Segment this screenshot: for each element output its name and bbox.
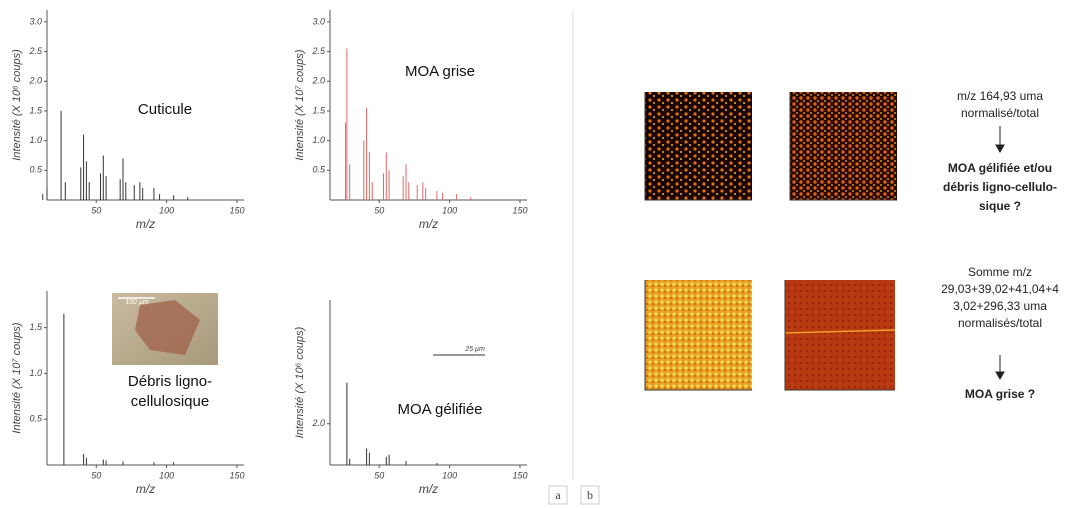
x-tick-label: 50 (374, 205, 384, 215)
chart-title: MOA gélifiée (397, 401, 483, 418)
panel-label: b (587, 488, 593, 502)
y-axis-label: Intensité (X 10⁶ coups) (11, 49, 23, 161)
map-description: normalisé/total (960, 106, 1040, 120)
y-tick-label: 2.5 (28, 46, 43, 56)
map-feature (784, 329, 896, 334)
chart-title: Débris ligno-cellulosique (127, 373, 213, 410)
y-tick-label: 2.5 (311, 46, 326, 56)
x-tick-label: 50 (374, 470, 384, 480)
x-tick-label: 100 (159, 205, 174, 215)
y-tick-label: 1.5 (29, 105, 43, 115)
y-tick-label: 1.5 (312, 105, 326, 115)
panel-label: a (555, 488, 561, 502)
map-description: m/z 164,93 uma (956, 89, 1044, 103)
x-tick-label: 150 (229, 205, 244, 215)
map-interpretation: sique ? (978, 199, 1021, 213)
x-axis-label: m/z (419, 217, 438, 231)
x-tick-label: 100 (442, 205, 457, 215)
map-interpretation: MOA gélifiée et/ou (947, 161, 1053, 175)
x-tick-label: 150 (229, 470, 244, 480)
y-tick-label: 3.0 (312, 16, 325, 26)
y-tick-label: 0.5 (29, 414, 43, 424)
x-axis-label: m/z (419, 482, 438, 496)
y-tick-label: 2.0 (311, 76, 325, 86)
inset-particle (135, 300, 200, 355)
map-interpretation: MOA grise ? (964, 387, 1036, 401)
x-tick-label: 50 (91, 205, 101, 215)
panel-label-box (580, 485, 600, 505)
panel-label-box (548, 485, 568, 505)
map-image (790, 92, 897, 200)
y-tick-label: 1.0 (29, 368, 42, 378)
scale-label: 25 µm (464, 346, 485, 353)
x-tick-label: 150 (512, 205, 527, 215)
map-axes (644, 92, 897, 391)
y-axis-label: Intensité (X 10⁶ coups) (294, 326, 306, 438)
y-tick-label: 1.0 (29, 135, 42, 145)
y-tick-label: 2.0 (311, 418, 325, 428)
map-description: 29,03+39,02+41,04+4 (941, 282, 1059, 296)
x-axis-label: m/z (136, 217, 155, 231)
map-image (645, 280, 752, 390)
x-tick-label: 50 (91, 470, 101, 480)
map-description: 3,02+296,33 uma (953, 299, 1047, 313)
map-description: Somme m/z (967, 265, 1032, 279)
x-axis-label: m/z (136, 482, 155, 496)
chart-title: MOA grise (404, 63, 476, 80)
map-interpretation: débris ligno-cellulo- (942, 180, 1057, 194)
map-description: normalisés/total (957, 316, 1043, 330)
y-tick-label: 3.0 (29, 16, 42, 26)
x-tick-label: 100 (442, 470, 457, 480)
map-image (645, 92, 752, 200)
y-tick-label: 1.5 (29, 322, 43, 332)
x-tick-label: 100 (159, 470, 174, 480)
y-axis-label: Intensité (X 10⁷ coups) (11, 322, 23, 434)
y-tick-label: 1.0 (312, 135, 325, 145)
x-tick-label: 150 (512, 470, 527, 480)
chart-title: Cuticule (137, 101, 193, 118)
y-tick-label: 0.5 (312, 165, 326, 175)
y-tick-label: 2.0 (28, 76, 42, 86)
y-axis-label: Intensité (X 10⁷ coups) (294, 49, 306, 161)
y-tick-label: 0.5 (29, 165, 43, 175)
map-image (785, 280, 895, 390)
inset-label: 100 µm (125, 299, 149, 306)
arrows (995, 126, 1005, 381)
